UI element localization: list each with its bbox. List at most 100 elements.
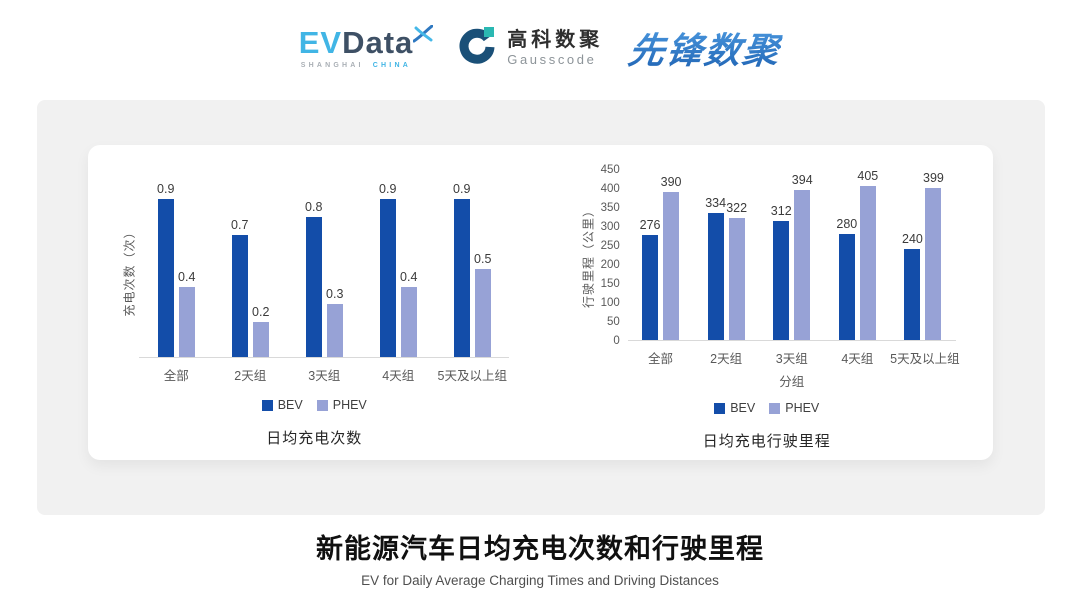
bar-value-label: 0.9	[379, 182, 397, 196]
bar-phev	[474, 269, 491, 357]
bar-bev	[642, 235, 659, 340]
bar-value-label: 0.9	[453, 182, 471, 196]
bar-group: 276 390	[628, 170, 694, 340]
chart-panel: 充电次数（次） 0.9 0.4 0.7 0.2 0.8 0.3 0.9 0.4 0.9 0.5 全部 2…	[37, 100, 1045, 515]
bar-value-label: 405	[857, 169, 879, 183]
bar-phev	[400, 287, 417, 357]
bar-value-label: 240	[901, 232, 923, 246]
header: EV Data SHANGHAI CHINA 高科数聚 Gausscode	[0, 22, 1080, 74]
x-category-label: 2天组	[234, 369, 267, 383]
bar-value-label: 280	[836, 217, 858, 231]
y-tick-label: 450	[600, 164, 620, 176]
y-tick-label: 50	[606, 316, 620, 328]
y-axis-label: 充电次数（次）	[122, 224, 137, 317]
bar-value-label: 334	[705, 196, 727, 210]
plot-area: 276 390 334 322 312 394 280 405 240 399	[627, 169, 956, 341]
bar-group: 0.9 0.5	[435, 182, 509, 357]
legend: BEV PHEV	[714, 401, 819, 415]
bar-value-label: 312	[770, 204, 792, 218]
bar-bev	[904, 249, 921, 340]
bar-cell: 334	[705, 170, 727, 340]
evdata-data-text: Data	[342, 25, 414, 60]
bar-cell: 0.4	[400, 183, 417, 357]
bar-group: 0.7 0.2	[213, 183, 287, 357]
legend: BEV PHEV	[261, 398, 367, 412]
x-category-label: 5天及以上组	[890, 352, 960, 366]
y-axis: 行驶里程（公里）	[578, 170, 598, 341]
evdata-wordmark: EV Data	[298, 24, 434, 60]
bar-value-label: 0.7	[231, 218, 249, 232]
plot-column: 276 390 334 322 312 394 280 405 240 399 全部 2天组 3天组 4天…	[627, 169, 960, 390]
evdata-subtext: SHANGHAI CHINA	[299, 62, 432, 69]
evdata-china-text: CHINA	[372, 62, 411, 69]
bar-group: 312 394	[759, 170, 825, 340]
gausscode-en-name: Gausscode	[507, 52, 597, 67]
legend-item-phev: PHEV	[316, 398, 367, 412]
evdata-star-icon	[412, 19, 434, 43]
page-title: 新能源汽车日均充电次数和行驶里程	[316, 534, 764, 564]
y-tick-label: 100	[600, 297, 620, 309]
y-tick-label: 0	[613, 335, 620, 347]
bar-value-label: 394	[791, 173, 813, 187]
bar-phev	[728, 218, 745, 340]
bar-cell: 312	[770, 170, 792, 340]
bar-cell: 240	[901, 170, 923, 340]
gausscode-logo: 高科数聚 Gausscode	[457, 26, 603, 71]
bar-value-label: 322	[726, 201, 748, 215]
bar-phev	[326, 304, 343, 357]
bar-group: 0.8 0.3	[287, 183, 361, 357]
evdata-shanghai-text: SHANGHAI	[300, 62, 364, 69]
bar-cell: 276	[639, 170, 661, 340]
y-tick-label: 400	[600, 183, 620, 195]
y-axis: 充电次数（次）	[119, 183, 139, 358]
bar-bev	[838, 234, 855, 340]
evdata-logo: EV Data SHANGHAI CHINA	[298, 24, 434, 69]
x-axis-title: 分组	[779, 375, 805, 389]
evdata-ev-text: EV	[298, 25, 343, 60]
bar-cell: 0.9	[379, 182, 397, 357]
bar-bev	[157, 199, 174, 357]
bar-cell: 0.7	[231, 183, 249, 357]
chart-card: 充电次数（次） 0.9 0.4 0.7 0.2 0.8 0.3 0.9 0.4 0.9 0.5 全部 2…	[88, 145, 993, 460]
bar-cell: 390	[661, 170, 681, 340]
page-subtitle: EV for Daily Average Charging Times and …	[361, 573, 719, 588]
bar-cell: 0.3	[326, 183, 343, 357]
x-category-label: 4天组	[841, 352, 874, 366]
x-category-label: 5天及以上组	[437, 369, 507, 383]
pioneer-logo: 先锋数聚	[626, 22, 785, 74]
y-tick-label: 150	[600, 278, 620, 290]
bar-phev	[252, 322, 269, 357]
chart-body: 行驶里程（公里） 450 400 350 300 250 200 150 100 50 0 276 39…	[578, 164, 960, 390]
x-axis-labels: 全部 2天组 3天组 4天组 5天及以上组	[139, 365, 509, 384]
footer: 新能源汽车日均充电次数和行驶里程 EV for Daily Average Ch…	[0, 527, 1080, 588]
bar-value-label: 276	[639, 218, 661, 232]
bar-cell: 0.2	[252, 183, 270, 357]
x-category-label: 3天组	[775, 352, 808, 366]
bar-value-label: 0.2	[252, 305, 270, 319]
bar-value-label: 0.9	[157, 182, 175, 196]
gausscode-cn-name: 高科数聚	[507, 29, 604, 51]
gausscode-text: 高科数聚 Gausscode	[507, 29, 603, 67]
plot-column: 0.9 0.4 0.7 0.2 0.8 0.3 0.9 0.4 0.9 0.5 全部 2天组 3天组 4天…	[139, 182, 510, 384]
legend-item-bev: BEV	[261, 398, 303, 412]
bar-cell: 0.8	[305, 183, 322, 357]
y-axis-ticks: 450 400 350 300 250 200 150 100 50 0	[598, 164, 628, 347]
bar-cell: 399	[922, 170, 944, 340]
bar-value-label: 399	[922, 171, 944, 185]
chart-title: 日均充电行驶里程	[702, 433, 831, 450]
legend-swatch-icon	[261, 399, 273, 411]
driving-distance-chart: 行驶里程（公里） 450 400 350 300 250 200 150 100 50 0 276 39…	[541, 145, 994, 460]
chart-title: 日均充电次数	[266, 430, 363, 447]
bar-phev	[925, 188, 942, 340]
legend-label: PHEV	[332, 398, 367, 412]
plot-area: 0.9 0.4 0.7 0.2 0.8 0.3 0.9 0.4 0.9 0.5	[139, 182, 510, 358]
x-category-label: 全部	[648, 352, 674, 366]
chart-body: 充电次数（次） 0.9 0.4 0.7 0.2 0.8 0.3 0.9 0.4 0.9 0.5 全部 2…	[119, 182, 510, 384]
x-category-label: 4天组	[382, 369, 415, 383]
legend-label: BEV	[730, 401, 756, 415]
y-tick-label: 300	[600, 221, 620, 233]
y-axis-label: 行驶里程（公里）	[581, 203, 596, 308]
bar-value-label: 0.5	[474, 252, 492, 266]
legend-swatch-icon	[714, 402, 726, 414]
bar-phev	[178, 287, 195, 357]
